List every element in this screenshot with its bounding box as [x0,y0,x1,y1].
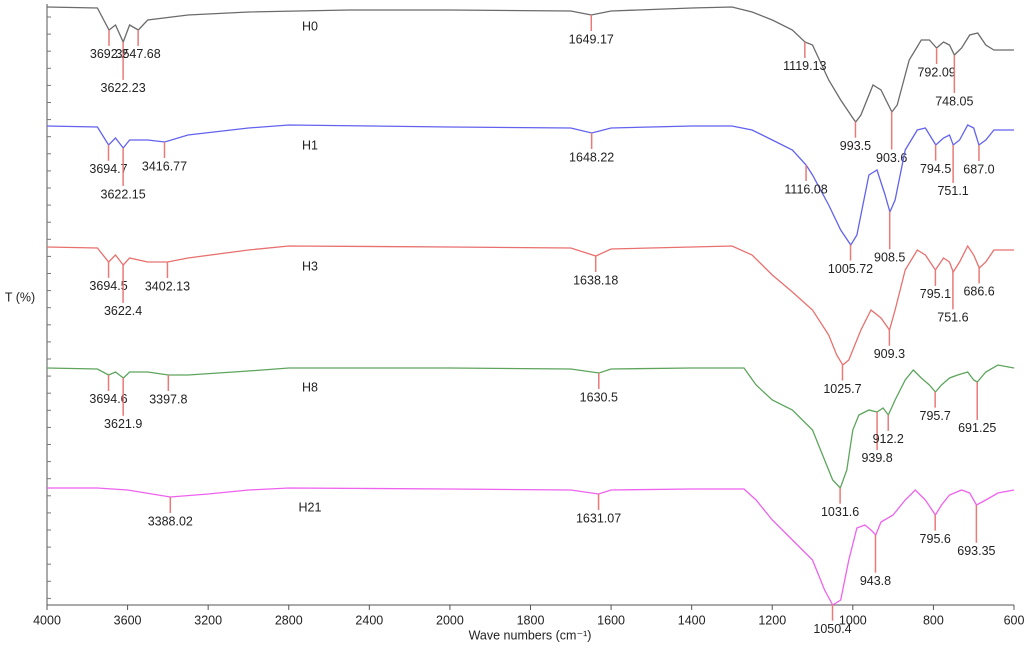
peak-label: 1119.13 [783,59,826,73]
y-axis-label: T (%) [5,290,35,304]
peak-label: 909.3 [874,347,905,361]
peak-label: 1631.07 [576,511,621,525]
x-tick-label: 600 [1004,613,1024,627]
x-tick-label: 800 [923,613,944,627]
peak-label: 1116.08 [784,182,827,196]
peak-label: 3397.8 [149,392,187,406]
peak-label: 3547.68 [116,47,161,61]
peak-label: 993.5 [840,139,871,153]
series-name: H21 [299,500,322,514]
peak-label: 748.05 [935,94,973,108]
series-name: H8 [302,380,318,394]
x-axis-label: Wave numbers (cm⁻¹) [469,628,592,642]
peak-label: 751.1 [937,184,968,198]
x-tick-label: 4000 [33,613,61,627]
peak-label: 3416.77 [142,159,187,173]
series-name: H1 [302,138,318,152]
peak-label: 908.5 [874,251,905,265]
spectrum-line [47,365,1014,488]
peak-label: 795.7 [920,409,951,423]
peak-label: 3621.9 [104,417,142,431]
peak-label: 3622.15 [101,187,146,201]
peak-label: 795.6 [920,532,951,546]
peak-label: 1050.4 [813,622,851,636]
peak-label: 1630.5 [580,390,618,404]
peak-label: 687.0 [963,162,994,176]
peak-label: 751.6 [937,311,968,325]
x-tick-label: 1600 [597,613,625,627]
peak-label: 912.2 [873,432,904,446]
peak-label: 691.25 [958,421,996,435]
x-tick-label: 3600 [114,613,142,627]
peak-label: 795.1 [920,287,951,301]
x-tick-label: 1400 [678,613,706,627]
peak-label: 3694.5 [89,279,127,293]
series-name: H3 [302,259,318,273]
peak-label: 3402.13 [145,279,190,293]
peak-label: 3694.6 [89,392,127,406]
peak-label: 792.09 [917,65,955,79]
peak-label: 3622.4 [104,304,142,318]
x-tick-label: 1200 [758,613,786,627]
peak-label: 1025.7 [823,382,861,396]
peak-label: 1648.22 [569,150,614,164]
x-tick-label: 3200 [194,613,222,627]
peak-label: 3388.02 [148,514,193,528]
peak-label: 686.6 [963,285,994,299]
peak-label: 3694.7 [89,162,127,176]
peak-label: 1649.17 [569,32,614,46]
x-tick-label: 2800 [275,613,303,627]
peak-label: 943.8 [860,574,891,588]
peak-label: 1638.18 [573,273,618,287]
peak-label: 794.5 [920,162,951,176]
peak-label: 3622.23 [101,81,146,95]
peak-label: 693.35 [957,544,995,558]
x-tick-label: 1800 [517,613,545,627]
series-name: H0 [302,19,318,33]
peak-label: 1031.6 [821,505,859,519]
spectrum-line [47,7,1014,122]
peak-label: 939.8 [861,451,892,465]
x-tick-label: 2000 [436,613,464,627]
peak-label: 1005.72 [828,262,873,276]
chart: T (%) Wave numbers (cm⁻¹) 4000 3600 3200 28… [0,0,1024,650]
x-tick-label: 2400 [355,613,383,627]
